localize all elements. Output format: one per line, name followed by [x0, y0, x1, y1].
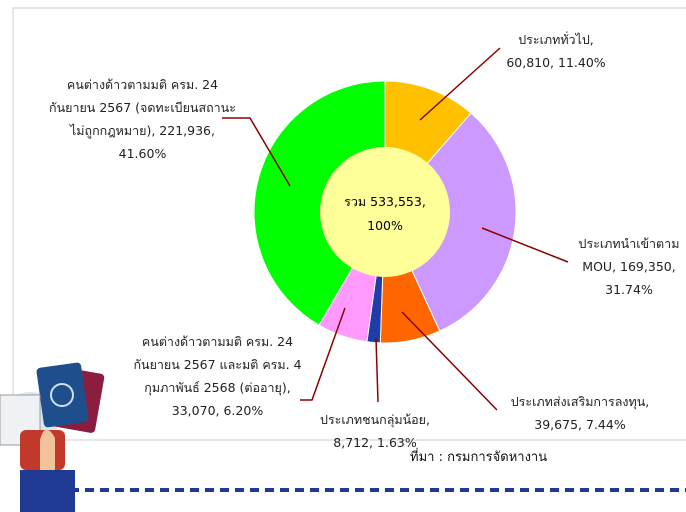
- percent-label: 6.20%: [223, 403, 264, 418]
- leader-line: [401, 311, 498, 411]
- leader-line: [375, 337, 379, 403]
- percent-label: 11.40%: [558, 55, 606, 70]
- slice-label: ประเภททั่วไป, 60,810, 11.40%: [496, 28, 616, 74]
- value-label: 221,936,: [159, 123, 215, 138]
- total-value: 533,553,: [370, 194, 426, 209]
- source: ที่มา : กรมการจัดหางาน: [410, 450, 548, 465]
- leader-line: [419, 47, 501, 121]
- percent-label: 7.44%: [585, 417, 626, 432]
- slice-label: ประเภทส่งเสริมการลงทุน, 39,675, 7.44%: [500, 390, 660, 436]
- percent-label: 41.60%: [118, 146, 167, 161]
- value-label: 8,712,: [333, 435, 374, 450]
- leader-line: [222, 117, 291, 187]
- slice-label: คนต่างด้าวตามมติ ครม. 24 กันยายน 2567 แล…: [130, 330, 305, 422]
- leader-lines: [222, 47, 569, 411]
- slice-label: คนต่างด้าวตามมติ ครม. 24 กันยายน 2567 (จ…: [45, 73, 240, 165]
- percent-label: 1.63%: [377, 435, 417, 450]
- percent-label: 31.74%: [605, 282, 653, 297]
- category-name: ประเภทส่งเสริมการลงทุน,: [510, 394, 650, 409]
- category-name: คนต่างด้าวตามมติ ครม. 24 กันยายน 2567 แล…: [133, 334, 302, 395]
- slice-label: ประเภทชนกลุ่มน้อย, 8,712, 1.63%: [300, 408, 450, 454]
- category-name: ประเภทชนกลุ่มน้อย,: [320, 412, 430, 427]
- decoration-icon: [0, 362, 105, 512]
- center-label: รวม 533,553, 100%: [325, 190, 445, 238]
- value-label: 169,350,: [620, 259, 676, 274]
- value-label: 33,070,: [171, 403, 220, 418]
- leader-line: [481, 227, 569, 263]
- total-percent: 100%: [367, 218, 403, 233]
- value-label: 39,675,: [534, 417, 582, 432]
- category-name: ประเภททั่วไป,: [518, 32, 594, 47]
- category-name: ประเภทนำเข้าตาม MOU,: [578, 236, 680, 274]
- center-disc: [320, 147, 450, 277]
- value-label: 60,810,: [506, 55, 555, 70]
- slice: [384, 112, 517, 332]
- category-name: คนต่างด้าวตามมติ ครม. 24 กันยายน 2567 (จ…: [49, 77, 236, 138]
- leader-line: [300, 307, 346, 401]
- slice-label: ประเภทนำเข้าตาม MOU, 169,350, 31.74%: [572, 232, 686, 301]
- total-prefix: รวม: [344, 194, 367, 209]
- chart-border: [12, 7, 686, 441]
